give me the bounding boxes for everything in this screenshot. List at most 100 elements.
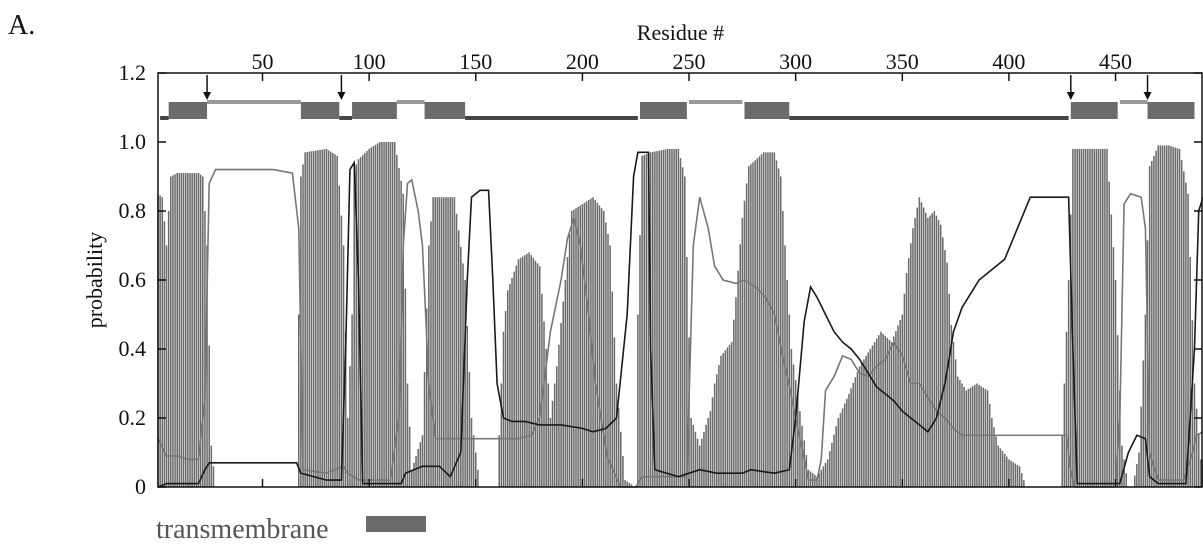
transmembrane-bar bbox=[1112, 247, 1115, 487]
transmembrane-bar bbox=[671, 148, 673, 487]
y-tick-label: 0.6 bbox=[119, 267, 147, 292]
transmembrane-bar bbox=[357, 159, 360, 487]
transmembrane-bar bbox=[694, 431, 697, 487]
transmembrane-bar bbox=[396, 154, 398, 487]
probability-lines bbox=[157, 151, 1203, 488]
transmembrane-bar bbox=[984, 389, 987, 487]
transmembrane-segment bbox=[1147, 102, 1195, 119]
transmembrane-bar bbox=[425, 308, 428, 487]
transmembrane-bar bbox=[948, 293, 950, 487]
transmembrane-bar bbox=[553, 383, 556, 487]
transmembrane-bar bbox=[338, 185, 341, 487]
transmembrane-bar bbox=[585, 201, 588, 487]
transmembrane-segment bbox=[352, 102, 397, 119]
transmembrane-bar bbox=[208, 345, 210, 487]
transmembrane-bar bbox=[681, 167, 684, 488]
transmembrane-bar bbox=[893, 336, 895, 487]
transmembrane-bar bbox=[600, 208, 603, 488]
transmembrane-bar bbox=[564, 280, 567, 487]
transmembrane-bar bbox=[643, 154, 646, 487]
transmembrane-bar bbox=[415, 455, 417, 487]
transmembrane-bar bbox=[472, 435, 475, 487]
transmembrane-bar bbox=[1084, 148, 1087, 487]
transmembrane-bar bbox=[159, 195, 161, 487]
transmembrane-bar bbox=[519, 257, 522, 487]
transmembrane-bar bbox=[630, 484, 633, 487]
transmembrane-bar bbox=[538, 266, 541, 487]
transmembrane-bar bbox=[1195, 408, 1198, 487]
transmembrane-bar bbox=[573, 209, 575, 487]
transmembrane-bar bbox=[302, 164, 304, 488]
transmembrane-bar bbox=[447, 197, 449, 487]
outside-probability-line bbox=[157, 168, 1203, 488]
transmembrane-bar bbox=[387, 142, 390, 487]
transmembrane-bar bbox=[421, 435, 424, 487]
transmembrane-bar bbox=[325, 148, 328, 487]
transmembrane-bar bbox=[411, 469, 413, 487]
transmembrane-bar bbox=[1157, 145, 1159, 487]
transmembrane-segment bbox=[168, 102, 208, 119]
transmembrane-bar bbox=[660, 150, 663, 487]
transmembrane-bar bbox=[370, 147, 373, 487]
transmembrane-bar bbox=[1001, 451, 1004, 487]
transmembrane-bar bbox=[475, 452, 477, 487]
transmembrane-bar bbox=[1108, 181, 1110, 488]
x-tick-label: 450 bbox=[1099, 49, 1132, 74]
down-arrow-head bbox=[1066, 92, 1075, 100]
transmembrane-bar bbox=[468, 372, 471, 487]
transmembrane-bar bbox=[816, 476, 818, 487]
transmembrane-bar bbox=[927, 217, 929, 487]
transmembrane-bar bbox=[1174, 147, 1177, 487]
transmembrane-bar bbox=[385, 142, 387, 487]
transmembrane-bar bbox=[404, 288, 407, 488]
legend-label-transmembrane: transmembrane bbox=[156, 514, 329, 545]
transmembrane-bar bbox=[799, 411, 801, 487]
transmembrane-bar bbox=[677, 148, 680, 487]
transmembrane-bar bbox=[658, 150, 660, 488]
transmembrane-bar bbox=[515, 265, 518, 487]
transmembrane-bar bbox=[624, 480, 626, 487]
transmembrane-bar bbox=[329, 151, 332, 487]
transmembrane-bar bbox=[464, 280, 466, 487]
transmembrane-bar bbox=[556, 366, 558, 487]
transmembrane-bar bbox=[195, 173, 198, 488]
transmembrane-bar bbox=[1185, 182, 1187, 488]
transmembrane-bar bbox=[187, 173, 189, 488]
transmembrane-bar bbox=[858, 366, 861, 487]
transmembrane-bar bbox=[794, 380, 797, 487]
transmembrane-bar bbox=[521, 256, 524, 487]
transmembrane-bar bbox=[1023, 480, 1025, 487]
transmembrane-bar bbox=[306, 152, 309, 487]
transmembrane-bar bbox=[470, 418, 473, 487]
transmembrane-bar bbox=[1014, 463, 1017, 487]
transmembrane-bar bbox=[1161, 145, 1164, 487]
transmembrane-bar bbox=[374, 144, 377, 487]
transmembrane-bar bbox=[758, 156, 761, 488]
transmembrane-bar bbox=[903, 293, 906, 487]
transmembrane-bar bbox=[626, 481, 628, 487]
transmembrane-bar bbox=[530, 255, 532, 487]
transmembrane-bar bbox=[502, 331, 505, 487]
transmembrane-bar bbox=[782, 211, 784, 487]
transmembrane-bar bbox=[760, 154, 763, 487]
transmembrane-bar bbox=[820, 469, 823, 487]
transmembrane-bar bbox=[899, 320, 901, 487]
y-tick-label: 0.2 bbox=[119, 405, 147, 430]
transmembrane-segment bbox=[1070, 102, 1118, 119]
transmembrane-bar bbox=[308, 151, 311, 487]
transmembrane-bar bbox=[477, 469, 479, 487]
transmembrane-bar bbox=[850, 388, 852, 487]
transmembrane-bar bbox=[705, 424, 707, 487]
transmembrane-bar bbox=[613, 337, 616, 487]
transmembrane-bar bbox=[391, 142, 394, 487]
transmembrane-bar bbox=[792, 364, 795, 487]
transmembrane-bar bbox=[652, 151, 654, 488]
transmembrane-bar bbox=[547, 383, 550, 487]
transmembrane-bar bbox=[833, 434, 835, 487]
y-tick-label: 1.2 bbox=[119, 60, 147, 85]
transmembrane-bar bbox=[1176, 148, 1179, 487]
transmembrane-bar bbox=[703, 431, 705, 487]
transmembrane-bar bbox=[647, 153, 650, 487]
transmembrane-bar bbox=[617, 407, 620, 487]
transmembrane-bar bbox=[560, 323, 562, 488]
